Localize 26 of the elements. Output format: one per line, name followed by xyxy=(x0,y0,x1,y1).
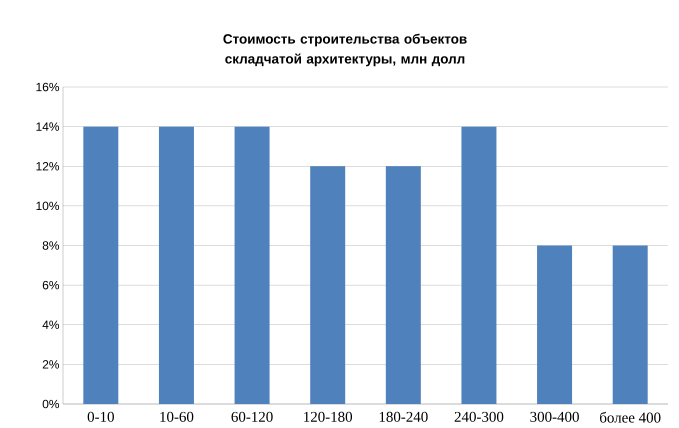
y-tick-label: 2% xyxy=(42,360,60,369)
x-tick-label: 60-120 xyxy=(232,412,273,422)
bar xyxy=(612,246,648,404)
x-tick-label: 0-10 xyxy=(88,412,114,422)
x-tick-label: 240-300 xyxy=(454,412,504,422)
chart-title: Стоимость строительства объектов складчатой архитектуры, млн долл xyxy=(223,34,467,66)
bar xyxy=(537,246,572,404)
y-tick-label: 6% xyxy=(42,280,60,290)
bar xyxy=(461,126,496,404)
bar xyxy=(234,126,270,404)
x-tick-label: более 400 xyxy=(600,412,660,423)
bar xyxy=(158,126,194,404)
x-tick-label: 300-400 xyxy=(530,412,579,422)
x-tick-label: 10-60 xyxy=(160,412,194,422)
y-tick-label: 16% xyxy=(36,82,60,92)
bar xyxy=(83,126,118,404)
y-tick-label: 4% xyxy=(42,320,60,329)
y-tick-label: 10% xyxy=(36,202,60,210)
bar xyxy=(310,166,346,404)
y-tick-label: 0% xyxy=(42,400,60,408)
y-tick-label: 12% xyxy=(36,162,60,170)
y-tick-label: 8% xyxy=(42,241,60,250)
x-tick-label: 120-180 xyxy=(304,412,352,422)
bar xyxy=(386,166,421,404)
x-tick-label: 180-240 xyxy=(380,412,428,422)
y-tick-label: 14% xyxy=(36,122,60,131)
